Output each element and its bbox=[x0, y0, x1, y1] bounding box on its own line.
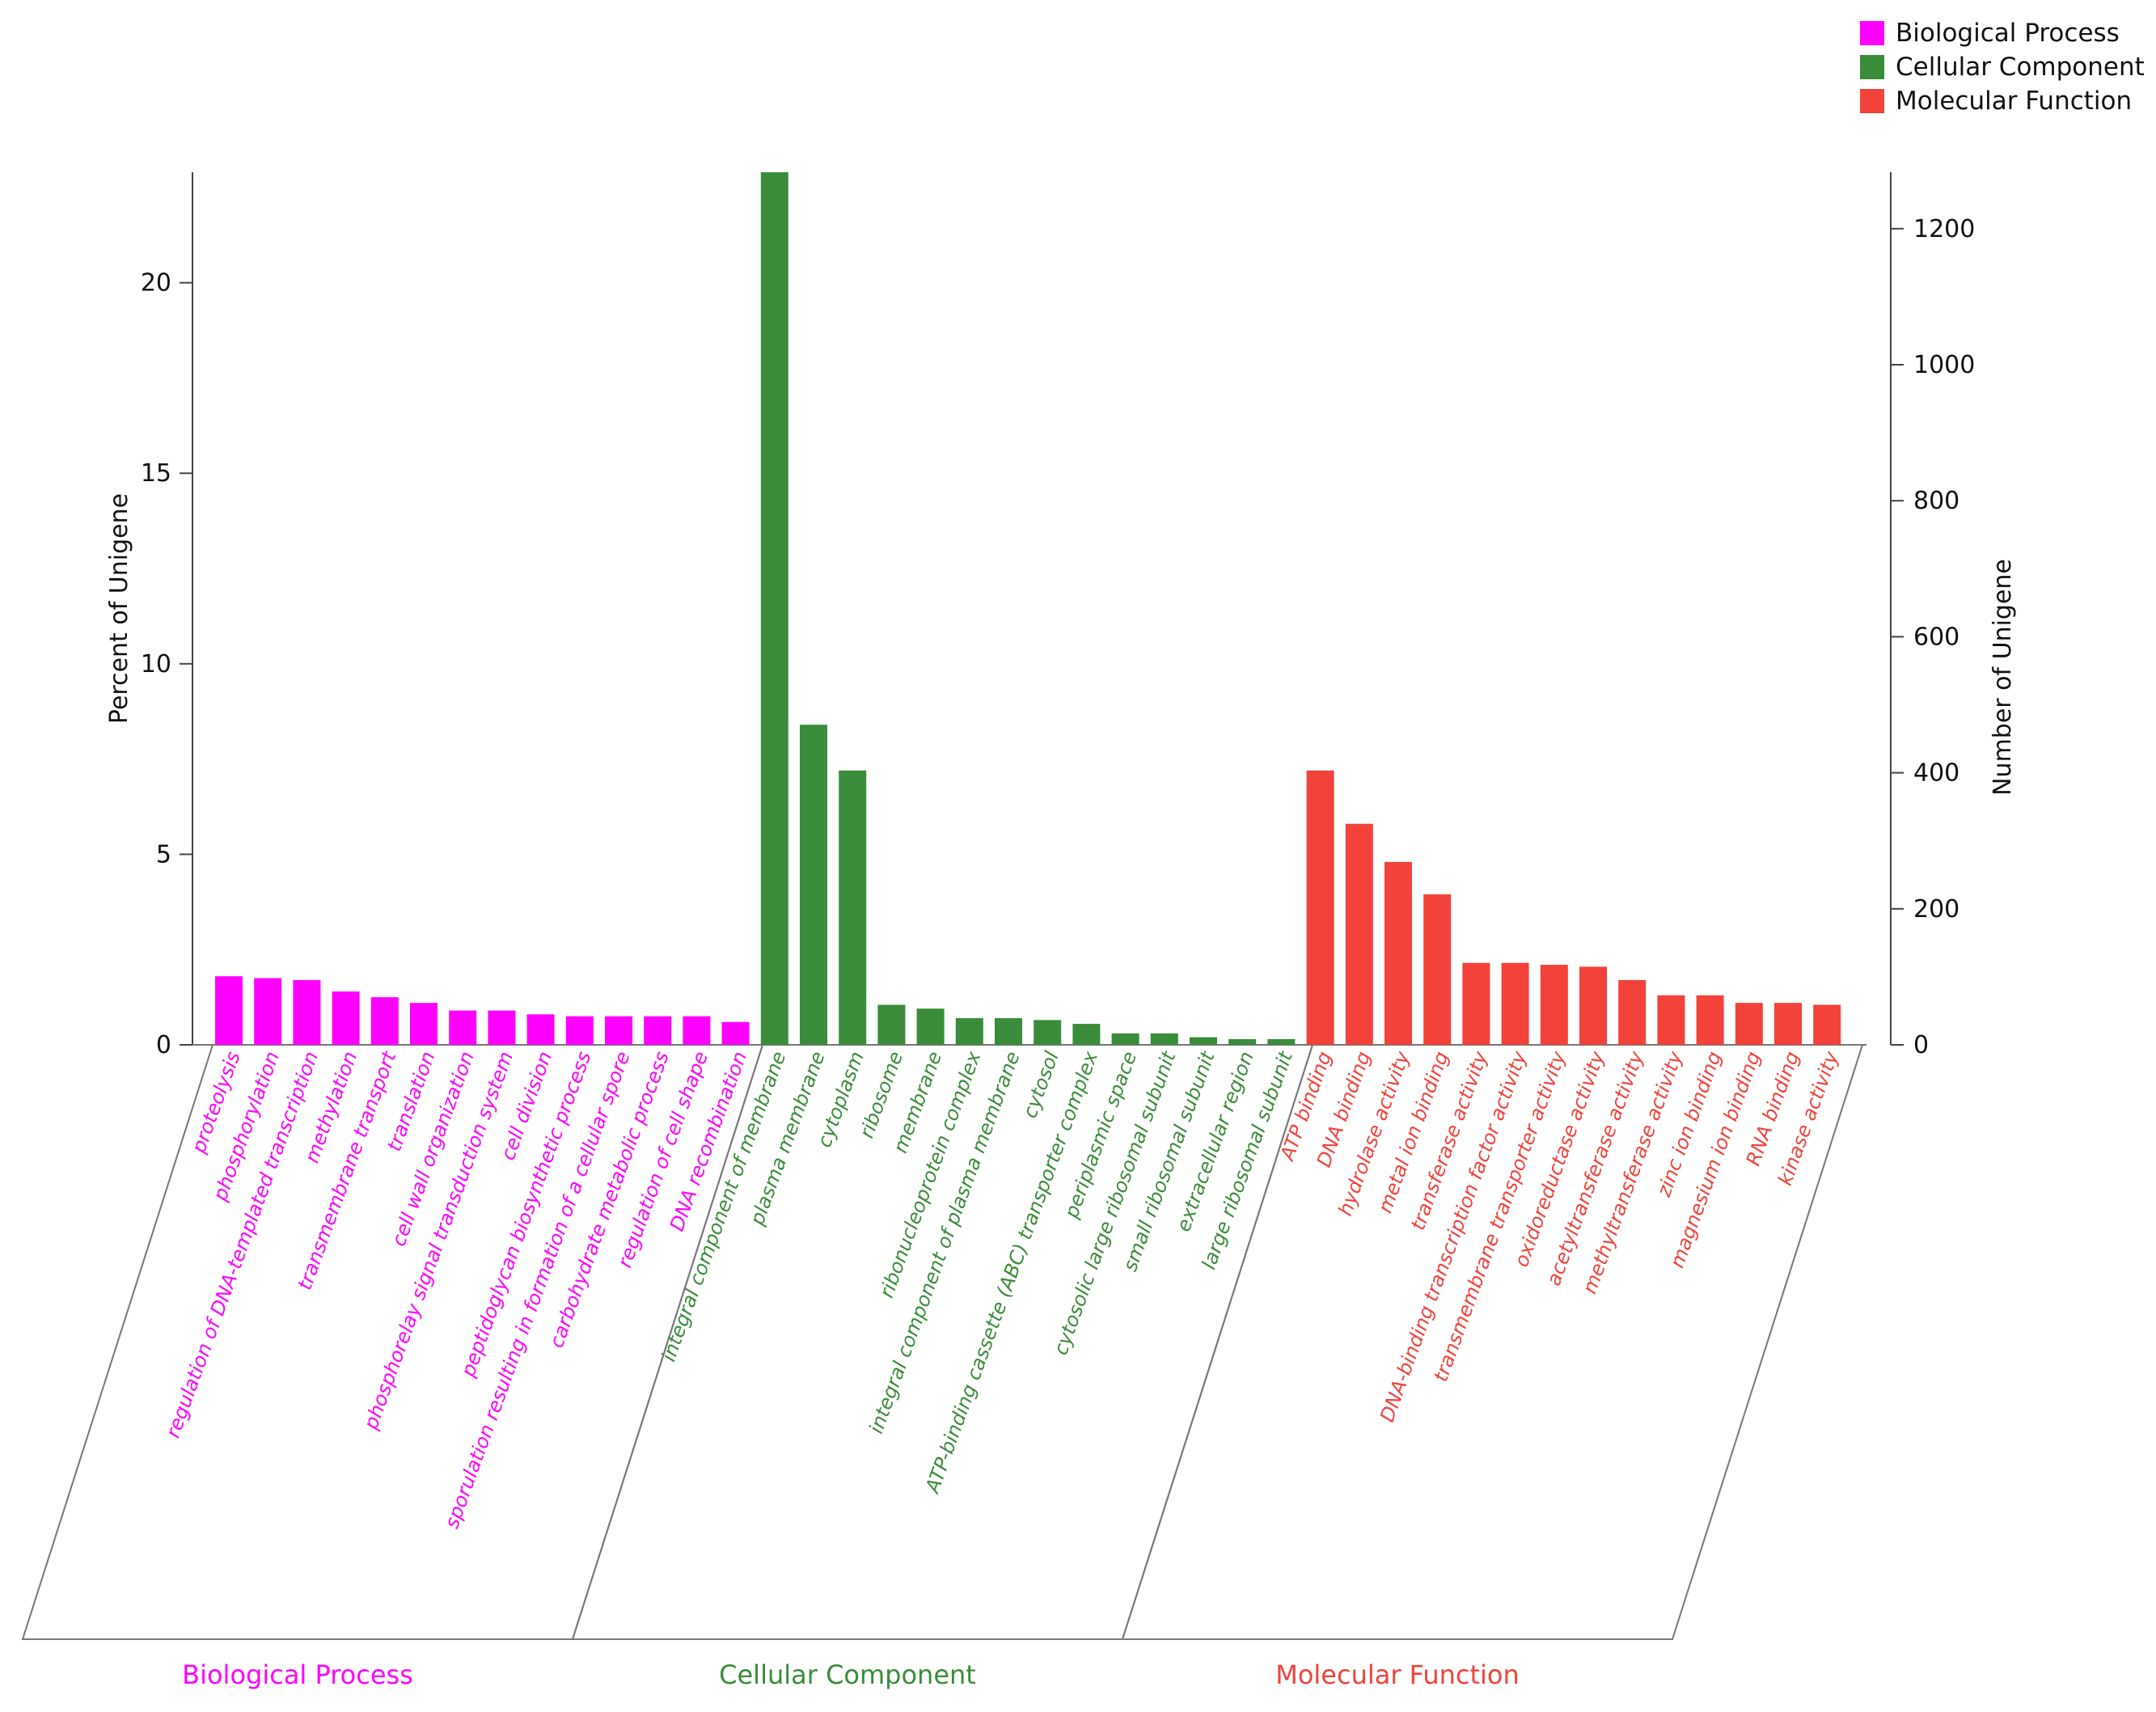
left-tick-label: 5 bbox=[156, 840, 171, 869]
bar[interactable] bbox=[1190, 1037, 1217, 1045]
bar[interactable] bbox=[916, 1008, 945, 1045]
legend-label: Biological Process bbox=[1896, 19, 2120, 48]
bar[interactable] bbox=[1111, 1033, 1139, 1045]
bar[interactable] bbox=[293, 979, 321, 1045]
bar[interactable] bbox=[605, 1016, 632, 1045]
legend-swatch bbox=[1860, 89, 1884, 113]
bar[interactable] bbox=[1034, 1020, 1062, 1045]
bar[interactable] bbox=[410, 1003, 438, 1045]
legend-item-cellular-component[interactable]: Cellular Component bbox=[1860, 50, 2145, 84]
legend-label: Molecular Function bbox=[1896, 87, 2133, 116]
legend: Biological Process Cellular Component Mo… bbox=[1860, 16, 2145, 118]
bar[interactable] bbox=[644, 1016, 672, 1045]
group-label: Cellular Component bbox=[719, 1659, 976, 1690]
category-label: cytosol bbox=[1018, 1048, 1063, 1121]
bar[interactable] bbox=[565, 1016, 594, 1045]
bar[interactable] bbox=[800, 725, 827, 1045]
axes: 0 5 10 15 20 Percent of Unigene 0 200 400 600 800 1… bbox=[105, 172, 2017, 1059]
bar[interactable] bbox=[1384, 861, 1412, 1045]
bar[interactable] bbox=[955, 1018, 983, 1045]
bar[interactable] bbox=[1501, 962, 1529, 1045]
left-tick-label: 15 bbox=[141, 459, 171, 488]
right-tick-label: 1000 bbox=[1913, 351, 1975, 379]
left-tick-label: 0 bbox=[156, 1031, 171, 1059]
bar[interactable] bbox=[370, 997, 399, 1045]
bar[interactable] bbox=[1618, 979, 1647, 1045]
right-tick-label: 400 bbox=[1913, 759, 1959, 788]
right-tick-label: 1200 bbox=[1913, 215, 1975, 243]
bar[interactable] bbox=[1774, 1003, 1802, 1045]
bar[interactable] bbox=[877, 1004, 906, 1045]
bar[interactable] bbox=[995, 1018, 1022, 1045]
right-tick-label: 0 bbox=[1913, 1031, 1929, 1059]
bar[interactable] bbox=[1306, 770, 1334, 1045]
bar[interactable] bbox=[1540, 965, 1568, 1045]
bar[interactable] bbox=[1228, 1038, 1257, 1045]
left-axis-title: Percent of Unigene bbox=[105, 493, 133, 724]
group-label: Biological Process bbox=[182, 1659, 413, 1690]
bar[interactable] bbox=[488, 1010, 516, 1045]
bar[interactable] bbox=[1579, 966, 1607, 1045]
bar[interactable] bbox=[1072, 1024, 1101, 1045]
right-axis-title: Number of Unigene bbox=[1989, 559, 2017, 796]
legend-label: Cellular Component bbox=[1896, 53, 2145, 82]
bar[interactable] bbox=[526, 1014, 555, 1045]
right-tick-label: 800 bbox=[1913, 487, 1959, 515]
left-tick-label: 10 bbox=[141, 650, 171, 678]
bar[interactable] bbox=[1462, 962, 1490, 1045]
bar[interactable] bbox=[1813, 1004, 1841, 1045]
legend-swatch bbox=[1860, 21, 1884, 45]
right-tick-label: 200 bbox=[1913, 895, 1959, 924]
bar[interactable] bbox=[760, 172, 788, 1045]
bars bbox=[215, 172, 1841, 1045]
group-labels: Biological Process Cellular Component Mole… bbox=[182, 1659, 1520, 1690]
bar[interactable] bbox=[721, 1021, 750, 1045]
bar[interactable] bbox=[332, 991, 360, 1045]
bar[interactable] bbox=[1345, 823, 1373, 1045]
bar[interactable] bbox=[1150, 1033, 1178, 1045]
legend-item-biological-process[interactable]: Biological Process bbox=[1860, 16, 2145, 50]
legend-swatch bbox=[1860, 55, 1884, 79]
bar[interactable] bbox=[254, 978, 282, 1045]
bar[interactable] bbox=[1696, 995, 1724, 1045]
bar[interactable] bbox=[839, 770, 867, 1045]
bar[interactable] bbox=[1267, 1038, 1296, 1045]
legend-item-molecular-function[interactable]: Molecular Function bbox=[1860, 84, 2145, 118]
group-label: Molecular Function bbox=[1275, 1659, 1520, 1690]
right-tick-label: 600 bbox=[1913, 623, 1959, 651]
bar[interactable] bbox=[1423, 894, 1452, 1045]
bar[interactable] bbox=[683, 1016, 711, 1045]
left-tick-label: 20 bbox=[141, 269, 171, 298]
bar[interactable] bbox=[1657, 995, 1685, 1045]
bar[interactable] bbox=[449, 1010, 477, 1045]
bar[interactable] bbox=[1735, 1003, 1763, 1045]
bar[interactable] bbox=[215, 976, 243, 1045]
